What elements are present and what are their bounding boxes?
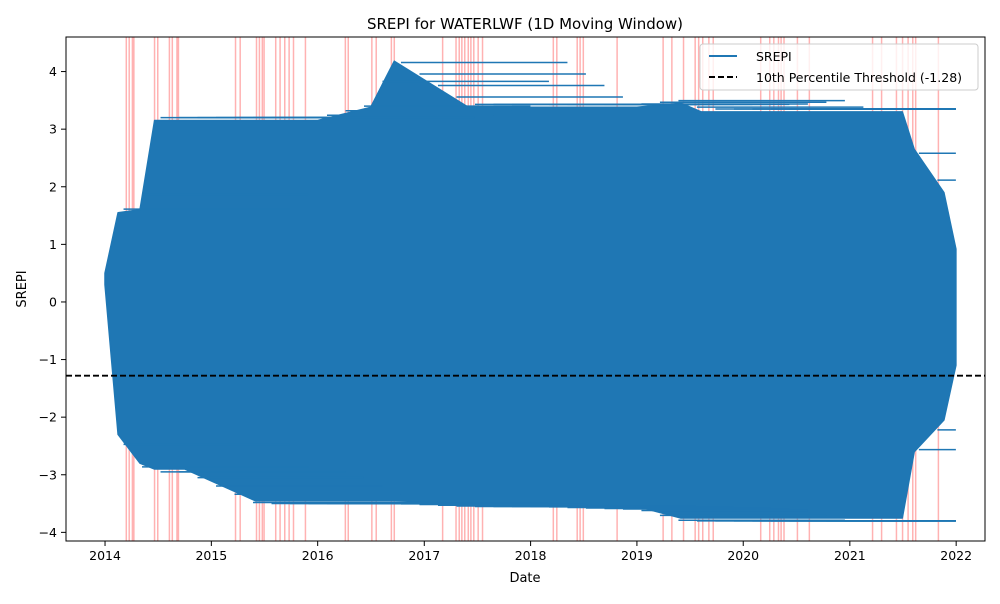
plot-frame	[65, 36, 986, 542]
y-tick-label: 4	[49, 64, 57, 79]
y-tick-label: −1	[39, 352, 57, 367]
x-tick-label: 2022	[940, 548, 972, 563]
x-tick-label: 2021	[834, 548, 866, 563]
x-tick-label: 2017	[408, 548, 440, 563]
x-tick-label: 2016	[302, 548, 334, 563]
y-tick-label: −2	[39, 410, 57, 425]
y-tick-label: −3	[39, 467, 57, 482]
x-tick-label: 2014	[89, 548, 121, 563]
y-tick-label: −4	[39, 525, 57, 540]
legend-series-label: SREPI	[756, 49, 792, 64]
y-axis: −4 −3 −2 −1 0 1 2 3 4	[39, 64, 66, 540]
legend-box	[699, 43, 979, 91]
y-tick-label: 3	[49, 122, 57, 137]
y-tick-label: 1	[49, 237, 57, 252]
y-axis-label: SREPI	[15, 270, 30, 307]
legend: SREPI 10th Percentile Threshold (-1.28)	[699, 43, 979, 91]
x-tick-label: 2019	[621, 548, 653, 563]
srepi-series	[104, 60, 957, 519]
chart-title: SREPI for WATERLWF (1D Moving Window)	[367, 15, 683, 33]
x-tick-label: 2020	[727, 548, 759, 563]
series-layer	[104, 60, 957, 522]
x-tick-label: 2015	[195, 548, 227, 563]
y-tick-label: 2	[49, 179, 57, 194]
y-tick-label: 0	[49, 294, 57, 309]
x-axis-label: Date	[509, 571, 540, 586]
x-axis: 2014 2015 2016 2017 2018 2019 2020 2021 2022	[89, 541, 972, 563]
legend-threshold-label: 10th Percentile Threshold (-1.28)	[756, 70, 962, 85]
x-tick-label: 2018	[515, 548, 547, 563]
